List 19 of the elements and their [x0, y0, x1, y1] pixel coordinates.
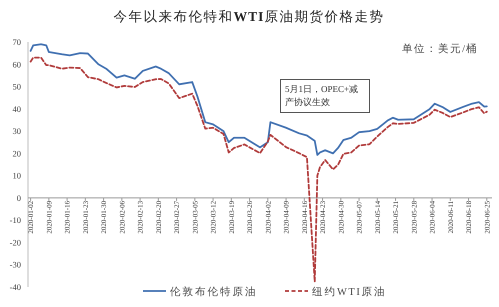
line-series	[30, 43, 488, 156]
y-tick-label: 70	[12, 37, 21, 47]
annotation: 单位：美元/桶	[402, 42, 478, 55]
legend-label: 伦敦布伦特原油	[170, 285, 258, 298]
y-tick-label: 50	[12, 82, 21, 92]
legend-label: 纽约WTI原油	[312, 285, 386, 298]
y-tick-label: 60	[12, 59, 21, 70]
y-tick-label: 30	[12, 126, 21, 136]
y-tick-label: -30	[10, 260, 21, 270]
y-tick-label: 20	[12, 148, 21, 158]
line-series	[30, 56, 488, 283]
y-tick-label: 40	[12, 104, 21, 114]
annotation: 5月1日，OPEC+减产协议生效	[280, 79, 370, 113]
y-tick-label: 0	[16, 192, 21, 203]
chart-title: 今年以来布伦特和WTI原油期货价格走势	[114, 9, 384, 24]
y-tick-label: -40	[10, 282, 21, 292]
y-tick-label: -20	[10, 237, 21, 248]
y-tick-label: -10	[10, 215, 21, 226]
y-tick-label: 10	[12, 170, 21, 181]
